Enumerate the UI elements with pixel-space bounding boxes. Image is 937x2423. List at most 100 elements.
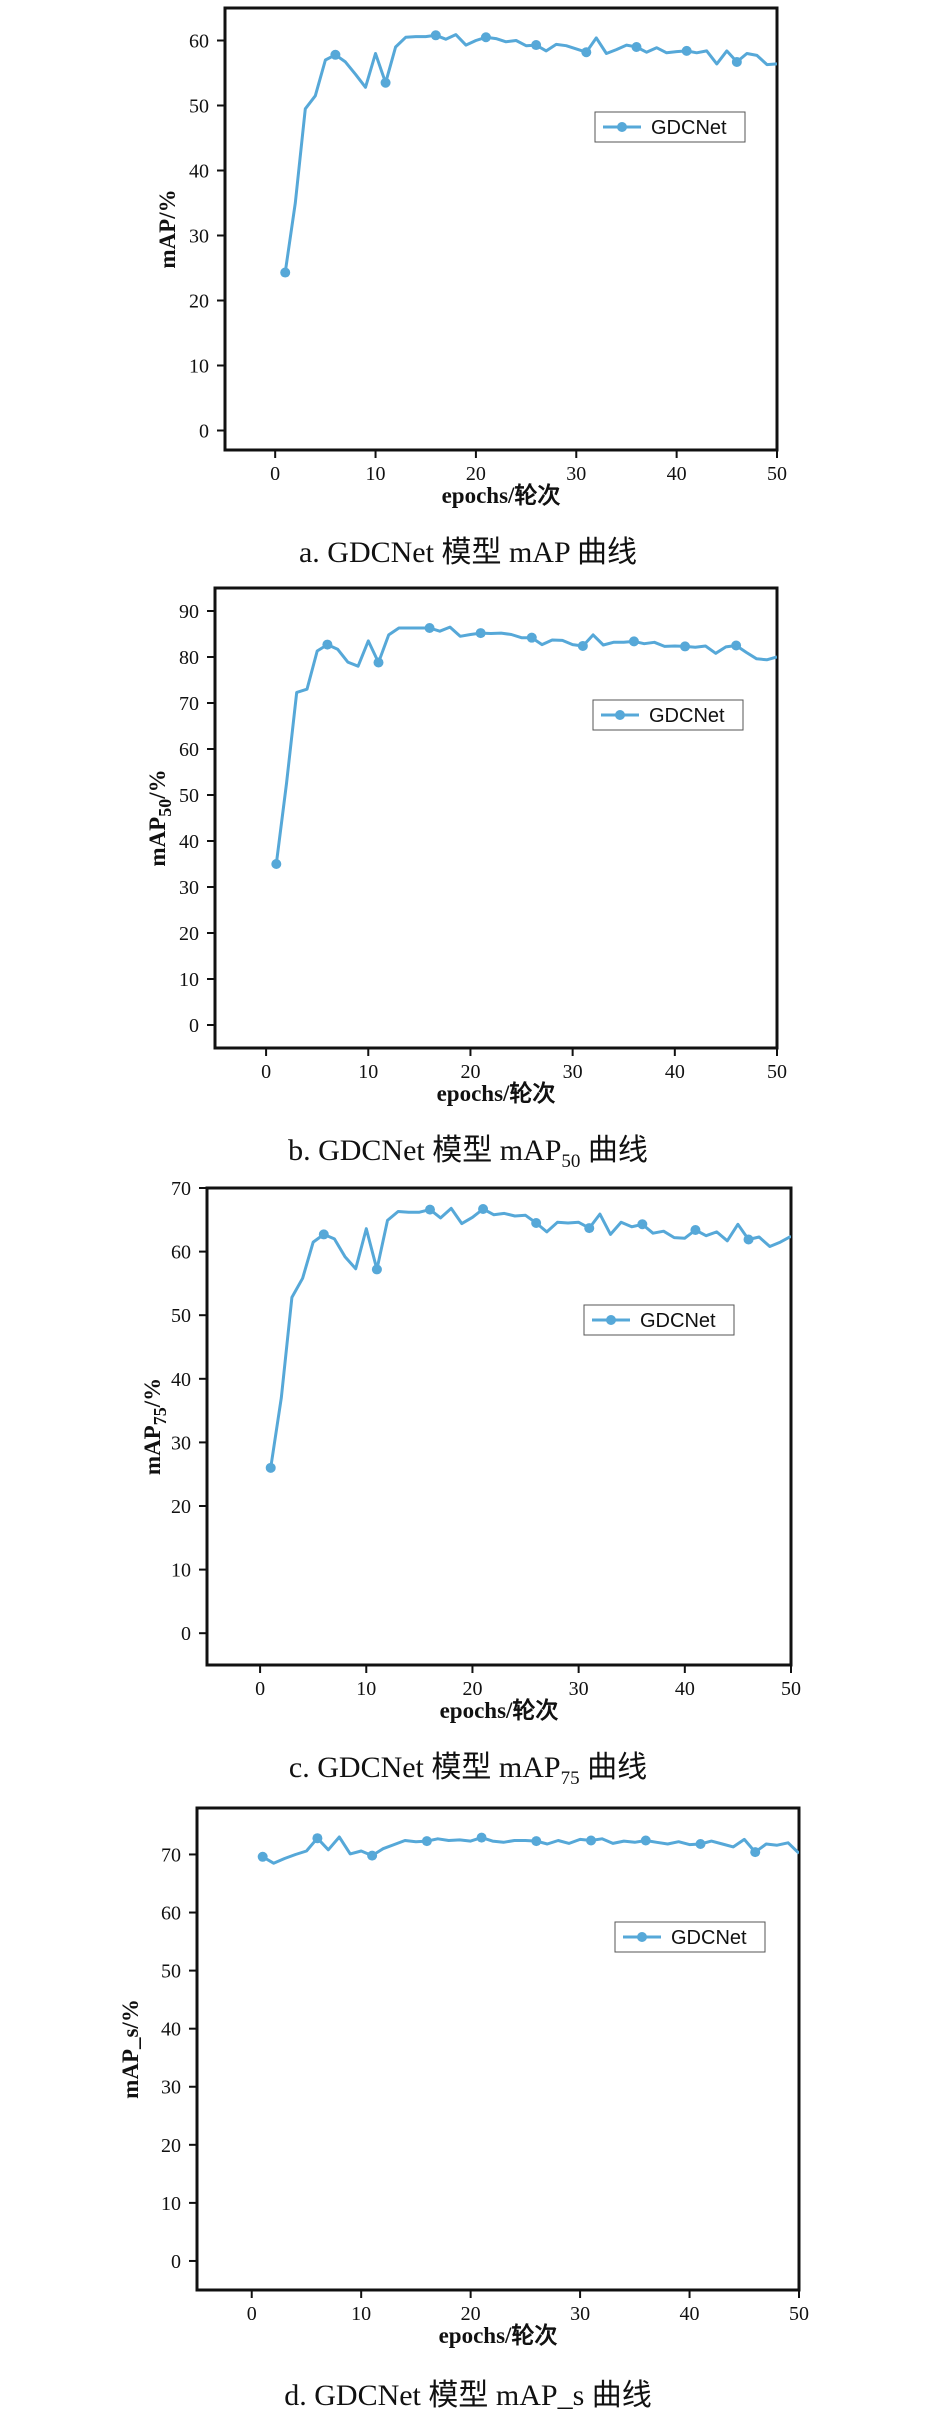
chart-2-legend-marker xyxy=(606,1315,616,1325)
chart-3-data-point-45 xyxy=(750,1847,761,1858)
chart-0-legend-label: GDCNet xyxy=(651,117,727,139)
chart-0-data-point-20 xyxy=(480,32,491,43)
chart-1-data-point-35 xyxy=(628,636,639,647)
maps-line-chart: 0 10 20 30 40 50 0 10 20 30 40 50 60 70 epochs/轮次 mAP_s… xyxy=(118,1806,809,2412)
chart-2-data-point-10 xyxy=(371,1264,382,1275)
chart-0-data-point-10 xyxy=(380,77,391,88)
chart-0-y-tick-label-5: 50 xyxy=(189,96,209,118)
chart-3-x-tick-label-5: 50 xyxy=(789,2303,809,2325)
chart-0-series-line-0 xyxy=(283,33,777,273)
chart-3-data-point-30 xyxy=(586,1835,597,1846)
chart-2-data-point-45 xyxy=(743,1234,754,1245)
chart-2-data-point-20 xyxy=(478,1203,489,1214)
chart-3-y-tick-label-3: 30 xyxy=(161,2077,181,2099)
chart-0-y-tick-label-2: 20 xyxy=(189,291,209,313)
chart-0-plot-frame xyxy=(223,6,779,452)
chart-0-x-tick-label-4: 40 xyxy=(667,463,687,485)
chart-0-x-tick-label-5: 50 xyxy=(767,463,787,485)
chart-1-x-tick-label-2: 20 xyxy=(460,1061,480,1083)
chart-2-x-tick-label-1: 10 xyxy=(356,1678,376,1700)
chart-2-data-point-25 xyxy=(531,1217,542,1228)
chart-2-data-point-15 xyxy=(424,1204,435,1215)
chart-0-x-axis-title: epochs/轮次 xyxy=(442,482,561,508)
chart-1-data-point-10 xyxy=(373,657,384,668)
chart-1-y-tick-label-6: 60 xyxy=(179,739,199,761)
chart-2-y-tick-label-0: 0 xyxy=(181,1623,191,1645)
chart-1-data-point-15 xyxy=(424,623,435,634)
chart-0-data-point-15 xyxy=(430,30,441,41)
chart-1-data-point-0 xyxy=(271,859,282,869)
chart-0-data-point-40 xyxy=(681,45,692,56)
chart-2-data-point-30 xyxy=(584,1223,595,1234)
chart-0-y-tick-label-6: 60 xyxy=(189,31,209,53)
chart-0-data-point-25 xyxy=(531,40,542,51)
chart-1-x-tick-label-0: 0 xyxy=(261,1061,271,1083)
chart-2-x-tick-label-4: 40 xyxy=(675,1678,695,1700)
chart-1-y-tick-label-7: 70 xyxy=(179,693,199,715)
chart-panel-map50: 0 10 20 30 40 50 0 10 20 30 40 50 60 70 80 90 epochs/轮次 m… xyxy=(0,580,937,1180)
chart-3-data-point-25 xyxy=(531,1836,542,1847)
chart-2-x-tick-label-2: 20 xyxy=(462,1678,482,1700)
chart-2-y-tick-label-7: 70 xyxy=(171,1178,191,1200)
chart-2-y-tick-label-4: 40 xyxy=(171,1369,191,1391)
chart-2-y-tick-label-6: 60 xyxy=(171,1242,191,1264)
chart-3-x-tick-label-2: 20 xyxy=(461,2303,481,2325)
chart-1-data-point-25 xyxy=(526,632,537,643)
chart-1-y-tick-label-8: 80 xyxy=(179,647,199,669)
chart-1-y-tick-label-2: 20 xyxy=(179,923,199,945)
chart-1-data-point-5 xyxy=(322,639,333,650)
chart-3-x-tick-label-4: 40 xyxy=(680,2303,700,2325)
chart-panel-map: 0 10 20 30 40 50 0 10 20 30 40 50 60 epochs/轮次 mAP/% GD… xyxy=(0,0,937,580)
chart-2-data-point-0 xyxy=(265,1462,276,1473)
chart-1-x-tick-label-1: 10 xyxy=(358,1061,378,1083)
chart-0-y-tick-label-4: 40 xyxy=(189,161,209,183)
chart-0-x-tick-label-0: 0 xyxy=(270,463,280,485)
chart-1-caption: b. GDCNet 模型 mAP50 曲线 xyxy=(288,1134,648,1172)
chart-3-plot-frame xyxy=(195,1806,801,2292)
chart-3-data-point-40 xyxy=(695,1839,706,1850)
chart-2-y-tick-label-3: 30 xyxy=(171,1432,191,1454)
chart-2-plot-frame xyxy=(205,1186,793,1667)
chart-1-x-axis-title: epochs/轮次 xyxy=(437,1080,556,1106)
chart-3-y-tick-label-7: 70 xyxy=(161,1844,181,1866)
chart-3-y-tick-label-5: 50 xyxy=(161,1961,181,1983)
chart-3-legend-label: GDCNet xyxy=(671,1927,747,1949)
chart-2-x-tick-label-0: 0 xyxy=(255,1678,265,1700)
chart-3-y-tick-label-6: 60 xyxy=(161,1903,181,1925)
chart-panel-maps: 0 10 20 30 40 50 0 10 20 30 40 50 60 70 epochs/轮次 mAP_s… xyxy=(0,1800,937,2423)
chart-2-data-point-35 xyxy=(637,1219,648,1230)
chart-0-data-point-35 xyxy=(631,42,642,52)
chart-3-x-tick-label-0: 0 xyxy=(247,2303,257,2325)
chart-0-y-tick-label-0: 0 xyxy=(199,421,209,443)
chart-1-data-point-40 xyxy=(680,641,691,652)
chart-1-y-tick-label-5: 50 xyxy=(179,785,199,807)
chart-3-series-line-0 xyxy=(261,1835,799,1865)
chart-2-x-tick-label-5: 50 xyxy=(781,1678,801,1700)
map-line-chart: 0 10 20 30 40 50 0 10 20 30 40 50 60 epochs/轮次 mAP/% GD… xyxy=(155,6,787,569)
chart-3-data-point-20 xyxy=(476,1832,487,1843)
chart-1-data-point-20 xyxy=(475,628,486,639)
chart-0-data-point-45 xyxy=(731,56,742,67)
chart-1-plot-frame xyxy=(213,586,779,1050)
chart-3-y-tick-label-0: 0 xyxy=(171,2251,181,2273)
chart-2-x-tick-label-3: 30 xyxy=(569,1678,589,1700)
chart-0-y-tick-label-3: 30 xyxy=(189,226,209,248)
chart-3-data-point-0 xyxy=(257,1851,268,1862)
chart-0-data-point-30 xyxy=(581,47,592,58)
chart-1-data-point-45 xyxy=(731,640,742,651)
chart-3-x-axis-title: epochs/轮次 xyxy=(439,2322,558,2348)
chart-3-data-point-10 xyxy=(367,1850,378,1861)
chart-0-legend-marker xyxy=(617,122,627,132)
chart-3-legend-marker xyxy=(637,1932,647,1942)
map75-line-chart: 0 10 20 30 40 50 0 10 20 30 40 50 60 70 epochs/轮次 mAP75… xyxy=(140,1178,801,1789)
chart-1-y-tick-label-4: 40 xyxy=(179,831,199,853)
chart-1-legend-marker xyxy=(615,710,625,720)
chart-1-x-tick-label-4: 40 xyxy=(665,1061,685,1083)
chart-0-y-tick-label-1: 10 xyxy=(189,356,209,378)
chart-0-x-tick-label-2: 20 xyxy=(466,463,486,485)
chart-1-y-tick-label-1: 10 xyxy=(179,969,199,991)
chart-3-y-tick-label-1: 10 xyxy=(161,2193,181,2215)
chart-2-x-axis-title: epochs/轮次 xyxy=(440,1697,559,1723)
chart-3-y-axis-title: mAP_s/% xyxy=(118,1999,143,2099)
chart-3-x-tick-label-3: 30 xyxy=(570,2303,590,2325)
